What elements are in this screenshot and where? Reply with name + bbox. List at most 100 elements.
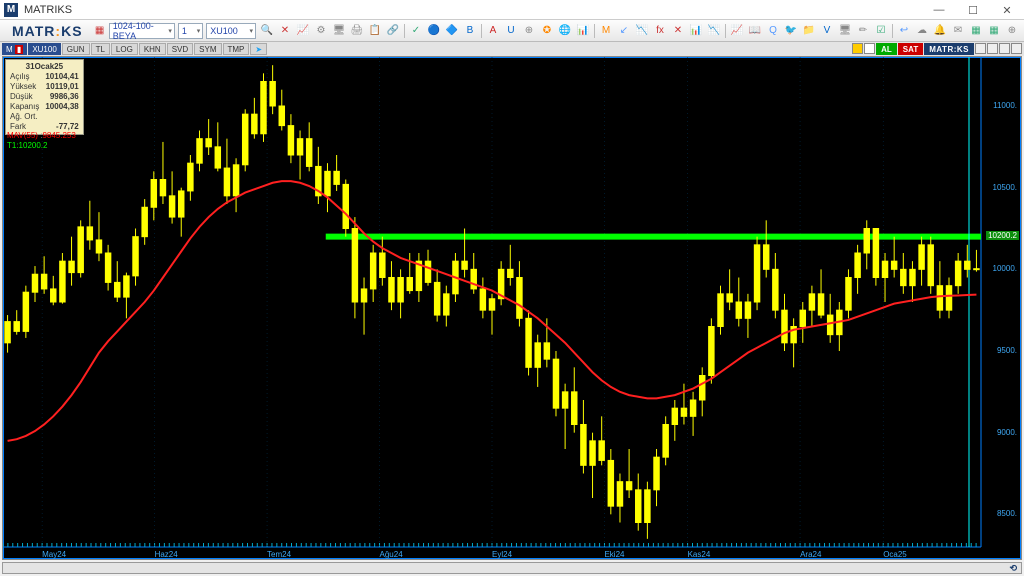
x-tick-label: May24	[42, 550, 66, 559]
buy-button[interactable]: AL	[876, 43, 897, 55]
toolbar-icon[interactable]: 📊	[688, 23, 704, 39]
toolbar-icon[interactable]: 🖥	[837, 23, 853, 39]
toolbar-icon[interactable]: ✏	[855, 23, 871, 39]
toolbar-icon[interactable]: Q	[765, 23, 781, 39]
tab-log[interactable]: LOG	[111, 43, 138, 55]
y-tick-label: 9000.	[997, 428, 1017, 437]
x-tick-label: Ara24	[800, 550, 821, 559]
x-axis-labels: May24Haz24Tem24Ağu24Eyl24Eki24Kas24Ara24…	[3, 547, 981, 559]
window-control-icon[interactable]	[975, 43, 986, 54]
toolbar-icon[interactable]: ↙	[616, 23, 632, 39]
toolbar-icon[interactable]: ✉	[950, 23, 966, 39]
toolbar-icon[interactable]: 📁	[801, 23, 817, 39]
window-control-icon[interactable]	[1011, 43, 1022, 54]
toolbar-icon[interactable]: B	[462, 23, 478, 39]
toolbar-icon[interactable]: ▦	[986, 23, 1002, 39]
y-tick-label: 8500.	[997, 509, 1017, 518]
toolbar-icon[interactable]: 📈	[295, 23, 311, 39]
toolbar-icon[interactable]: 🔔	[932, 23, 948, 39]
sell-button[interactable]: SAT	[898, 43, 923, 55]
toolbar-icon[interactable]: 📈	[729, 23, 745, 39]
tab-tl[interactable]: TL	[91, 43, 110, 55]
ohlc-date: 31Ocak25	[10, 62, 79, 72]
tab-gun[interactable]: GUN	[62, 43, 90, 55]
toolbar-icon[interactable]: A	[485, 23, 501, 39]
ohlc-row: Kapanış10004,38	[10, 102, 79, 112]
main-toolbar: MATR:KS ▦ 1024-100-BEYA 1 XU100 🔍✕📈⚙🖥🖨📋🔗…	[0, 20, 1024, 42]
y-tick-label: 10000.	[993, 264, 1017, 273]
layout-dropdown[interactable]: 1024-100-BEYA	[109, 23, 175, 39]
window-title: MATRIKS	[24, 4, 72, 16]
y-tick-label: 11000.	[993, 101, 1017, 110]
toolbar-icon[interactable]: 🔷	[444, 23, 460, 39]
toolbar-icon[interactable]: ▦	[968, 23, 984, 39]
maximize-button[interactable]: ☐	[956, 0, 990, 20]
window-titlebar: M MATRIKS — ☐ ✕	[0, 0, 1024, 20]
toolbar-icon[interactable]: 🖨	[349, 23, 365, 39]
toolbar-icon[interactable]: V	[819, 23, 835, 39]
status-bar: ⟲	[2, 562, 1022, 574]
ohlc-row: Ağ. Ort.	[10, 112, 79, 122]
ohlc-row: Yüksek10119,01	[10, 82, 79, 92]
palette-box[interactable]	[864, 43, 875, 54]
mav-indicator-label: MAV(55) :9845.253	[7, 131, 76, 140]
toolbar-icon[interactable]: ☁	[914, 23, 930, 39]
toolbar-icon[interactable]: 🔍	[259, 23, 275, 39]
window-control-icon[interactable]	[999, 43, 1010, 54]
x-tick-label: Eki24	[604, 550, 624, 559]
toolbar-icon[interactable]: ↩	[896, 23, 912, 39]
tab-extra-icon[interactable]: ➤	[250, 43, 267, 55]
y-tick-label: 10500.	[993, 183, 1017, 192]
toolbar-icon[interactable]: ✕	[277, 23, 293, 39]
price-chart[interactable]	[3, 57, 1021, 559]
symbol-prefix-badge: M ▮	[2, 43, 27, 55]
toolbar-icon[interactable]: 📖	[747, 23, 763, 39]
toolbar-icon[interactable]: ✕	[670, 23, 686, 39]
tab-tmp[interactable]: TMP	[223, 43, 250, 55]
minimize-button[interactable]: —	[922, 0, 956, 20]
tab-sym[interactable]: SYM	[194, 43, 221, 55]
x-tick-label: Haz24	[155, 550, 178, 559]
chart-tabbar: M ▮ XU100 GUNTLLOGKHNSVDSYMTMP ➤ AL SAT …	[0, 42, 1024, 56]
brand-label: MATR:KS	[12, 23, 83, 39]
hline-price-badge: 10200.2	[986, 231, 1019, 240]
window-control-icon[interactable]	[987, 43, 998, 54]
ohlc-row: Düşük9986,36	[10, 92, 79, 102]
toolbar-icon[interactable]: 🐦	[783, 23, 799, 39]
toolbar-icon[interactable]: 🌐	[557, 23, 573, 39]
toolbar-icon[interactable]: 📋	[367, 23, 383, 39]
interval-dropdown[interactable]: 1	[178, 23, 203, 39]
close-button[interactable]: ✕	[990, 0, 1024, 20]
brand-badge: MATR:KS	[924, 43, 974, 55]
toolbar-icon[interactable]: 📉	[706, 23, 722, 39]
toolbar-icon[interactable]: ☑	[873, 23, 889, 39]
toolbar-icon[interactable]: 🔵	[426, 23, 442, 39]
x-tick-label: Ağu24	[380, 550, 403, 559]
symbol-label: XU100	[28, 43, 60, 55]
toolbar-icon[interactable]: ⊕	[521, 23, 537, 39]
toolbar-icon[interactable]: fx	[652, 23, 668, 39]
toolbar-icon[interactable]: 📉	[634, 23, 650, 39]
toolbar-icon[interactable]: U	[503, 23, 519, 39]
toolbar-icon[interactable]: 🔗	[385, 23, 401, 39]
toolbar-icon[interactable]: ⚙	[313, 23, 329, 39]
chart-container: 31Ocak25 Açılış10104,41Yüksek10119,01Düş…	[2, 56, 1022, 560]
toolbar-icon[interactable]: ⊕	[1004, 23, 1020, 39]
palette-box[interactable]	[852, 43, 863, 54]
app-logo-icon: M	[4, 3, 18, 17]
symbol-dropdown[interactable]: XU100	[206, 23, 256, 39]
t1-indicator-label: T1:10200.2	[7, 141, 47, 150]
tab-svd[interactable]: SVD	[167, 43, 193, 55]
toolbar-icon[interactable]: 🖥	[331, 23, 347, 39]
ohlc-row: Açılış10104,41	[10, 72, 79, 82]
toolbar-icon[interactable]: M	[598, 23, 614, 39]
y-axis-labels: 11000. 10500. 10000. 9500. 9000. 8500. 10200.2	[981, 57, 1019, 547]
y-tick-label: 9500.	[997, 346, 1017, 355]
ohlc-panel: 31Ocak25 Açılış10104,41Yüksek10119,01Düş…	[5, 59, 84, 135]
toolbar-icon[interactable]: ✪	[539, 23, 555, 39]
toolbar-icon[interactable]: ✓	[408, 23, 424, 39]
grid-icon[interactable]: ▦	[94, 23, 106, 39]
toolbar-icon[interactable]: 📊	[575, 23, 591, 39]
tab-khn[interactable]: KHN	[139, 43, 166, 55]
x-tick-label: Tem24	[267, 550, 291, 559]
